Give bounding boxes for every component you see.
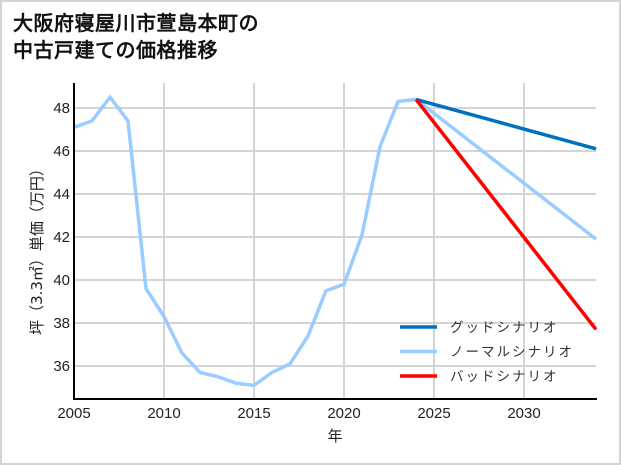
legend-label: グッドシナリオ: [450, 320, 559, 336]
series-lines: [73, 94, 598, 388]
x-tick-label: 2020: [327, 405, 360, 422]
x-tick-label: 2005: [57, 405, 90, 422]
y-tick-label: 38: [53, 315, 70, 332]
series-line: [415, 97, 597, 151]
chart-title: 大阪府寝屋川市萱島本町の 中古戸建ての価格推移: [13, 10, 259, 64]
grid-lines: [74, 83, 596, 399]
x-tick-label: 2030: [507, 405, 540, 422]
y-tick-labels: 36 38 40 42 44 46 48: [53, 100, 70, 375]
x-tick-label: 2010: [147, 405, 180, 422]
chart-title-line1: 大阪府寝屋川市萱島本町の: [13, 11, 259, 35]
x-tick-label: 2015: [237, 405, 270, 422]
y-tick-label: 40: [53, 272, 70, 289]
x-axis-label: 年: [327, 427, 342, 445]
series-line: [414, 98, 598, 331]
y-tick-label: 48: [53, 100, 70, 117]
x-tick-label: 2025: [417, 405, 450, 422]
y-axis-label: 坪（3.3㎡）単価（万円）: [28, 161, 46, 335]
x-tick-labels: 2005 2010 2015 2020 2025 2030: [57, 405, 540, 422]
y-tick-label: 42: [53, 229, 70, 246]
chart-title-line2: 中古戸建ての価格推移: [13, 38, 218, 62]
legend-label: ノーマルシナリオ: [450, 345, 574, 361]
y-tick-label: 36: [53, 358, 70, 375]
series-line: [73, 94, 417, 388]
axes: [73, 83, 597, 400]
y-tick-label: 46: [53, 143, 70, 160]
series-line: [414, 98, 598, 241]
legend-label: バッドシナリオ: [450, 369, 559, 385]
y-tick-label: 44: [53, 186, 70, 203]
